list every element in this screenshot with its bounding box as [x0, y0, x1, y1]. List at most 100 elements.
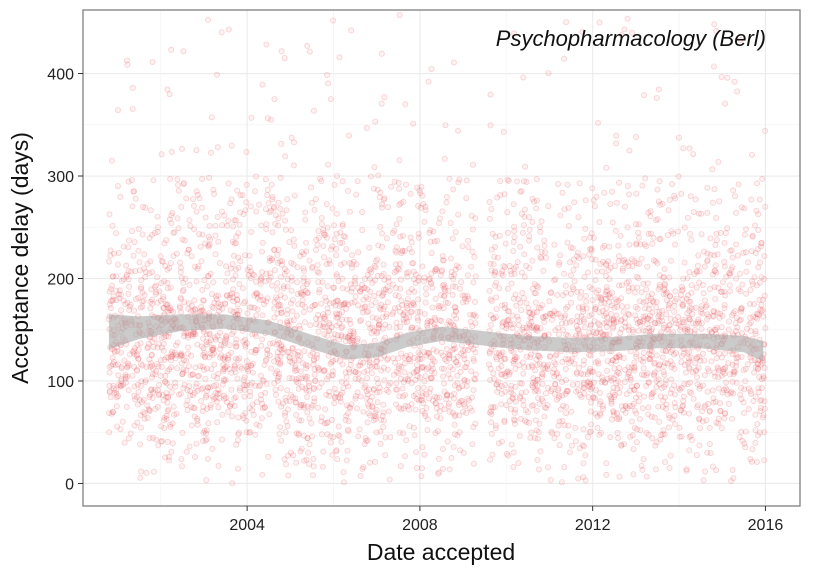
data-point — [403, 181, 410, 188]
data-point — [611, 394, 618, 401]
data-point — [582, 324, 589, 331]
data-point — [563, 403, 570, 410]
data-point — [408, 401, 415, 408]
data-point — [503, 450, 510, 457]
data-point — [696, 268, 703, 275]
data-point — [406, 406, 413, 413]
data-point — [384, 284, 391, 291]
data-point — [711, 308, 718, 315]
data-point — [456, 176, 463, 183]
data-point — [504, 368, 511, 375]
data-point — [531, 280, 538, 287]
data-point — [345, 366, 352, 373]
data-point — [702, 468, 709, 475]
data-point — [192, 331, 199, 338]
data-point — [339, 275, 346, 282]
data-point — [534, 327, 541, 334]
data-point — [440, 293, 447, 300]
data-point — [538, 218, 545, 225]
data-point — [730, 187, 737, 194]
data-point — [258, 342, 265, 349]
data-point — [164, 399, 171, 406]
data-point — [372, 264, 379, 271]
data-point — [303, 280, 310, 287]
data-point — [576, 364, 583, 371]
data-point — [627, 374, 634, 381]
data-point — [248, 379, 255, 386]
data-point — [292, 399, 299, 406]
data-point — [263, 226, 270, 233]
data-point — [748, 196, 755, 203]
data-point — [573, 262, 580, 269]
data-point — [128, 228, 135, 235]
data-point — [378, 100, 385, 107]
data-point — [639, 182, 646, 189]
data-point — [612, 354, 619, 361]
data-point — [181, 333, 188, 340]
data-point — [734, 88, 741, 95]
data-point — [701, 248, 708, 255]
data-point — [733, 379, 740, 386]
data-point — [656, 178, 663, 185]
data-point — [534, 197, 541, 204]
data-point — [422, 299, 429, 306]
data-point — [298, 375, 305, 382]
data-point — [306, 461, 313, 468]
data-point — [274, 251, 281, 258]
data-point — [316, 322, 323, 329]
data-point — [755, 385, 762, 392]
data-point — [493, 294, 500, 301]
data-point — [432, 400, 439, 407]
data-point — [264, 186, 271, 193]
data-point — [457, 368, 464, 375]
data-point — [180, 48, 187, 55]
data-point — [195, 263, 202, 270]
data-point — [411, 288, 418, 295]
data-point — [168, 220, 175, 227]
data-point — [461, 377, 468, 384]
data-point — [611, 391, 618, 398]
data-point — [304, 42, 311, 49]
data-point — [741, 440, 748, 447]
data-point — [700, 477, 707, 484]
data-point — [358, 286, 365, 293]
data-point — [302, 209, 309, 216]
data-point — [435, 302, 442, 309]
data-point — [540, 267, 547, 274]
data-point — [533, 176, 540, 183]
data-point — [221, 356, 228, 363]
data-point — [436, 317, 443, 324]
data-point — [611, 365, 618, 372]
data-point — [719, 389, 726, 396]
grid-lines — [83, 10, 800, 506]
data-point — [500, 128, 507, 135]
data-point — [603, 288, 610, 295]
data-point — [625, 278, 632, 285]
data-point — [502, 381, 509, 388]
data-point — [133, 352, 140, 359]
data-point — [170, 403, 177, 410]
data-point — [240, 300, 247, 307]
data-point — [161, 425, 168, 432]
data-point — [729, 264, 736, 271]
data-point — [259, 336, 266, 343]
data-point — [618, 442, 625, 449]
data-point — [687, 230, 694, 237]
data-point — [633, 133, 640, 140]
data-point — [419, 192, 426, 199]
data-point — [461, 403, 468, 410]
data-point — [670, 230, 677, 237]
data-point — [472, 313, 479, 320]
data-point — [757, 259, 764, 266]
data-point — [331, 400, 338, 407]
data-point — [487, 122, 494, 129]
data-point — [414, 314, 421, 321]
x-tick-label: 2004 — [229, 517, 265, 534]
data-point — [377, 440, 384, 447]
data-point — [742, 428, 749, 435]
data-point — [341, 300, 348, 307]
data-point — [148, 351, 155, 358]
data-point — [413, 325, 420, 332]
data-point — [428, 374, 435, 381]
data-point — [712, 373, 719, 380]
